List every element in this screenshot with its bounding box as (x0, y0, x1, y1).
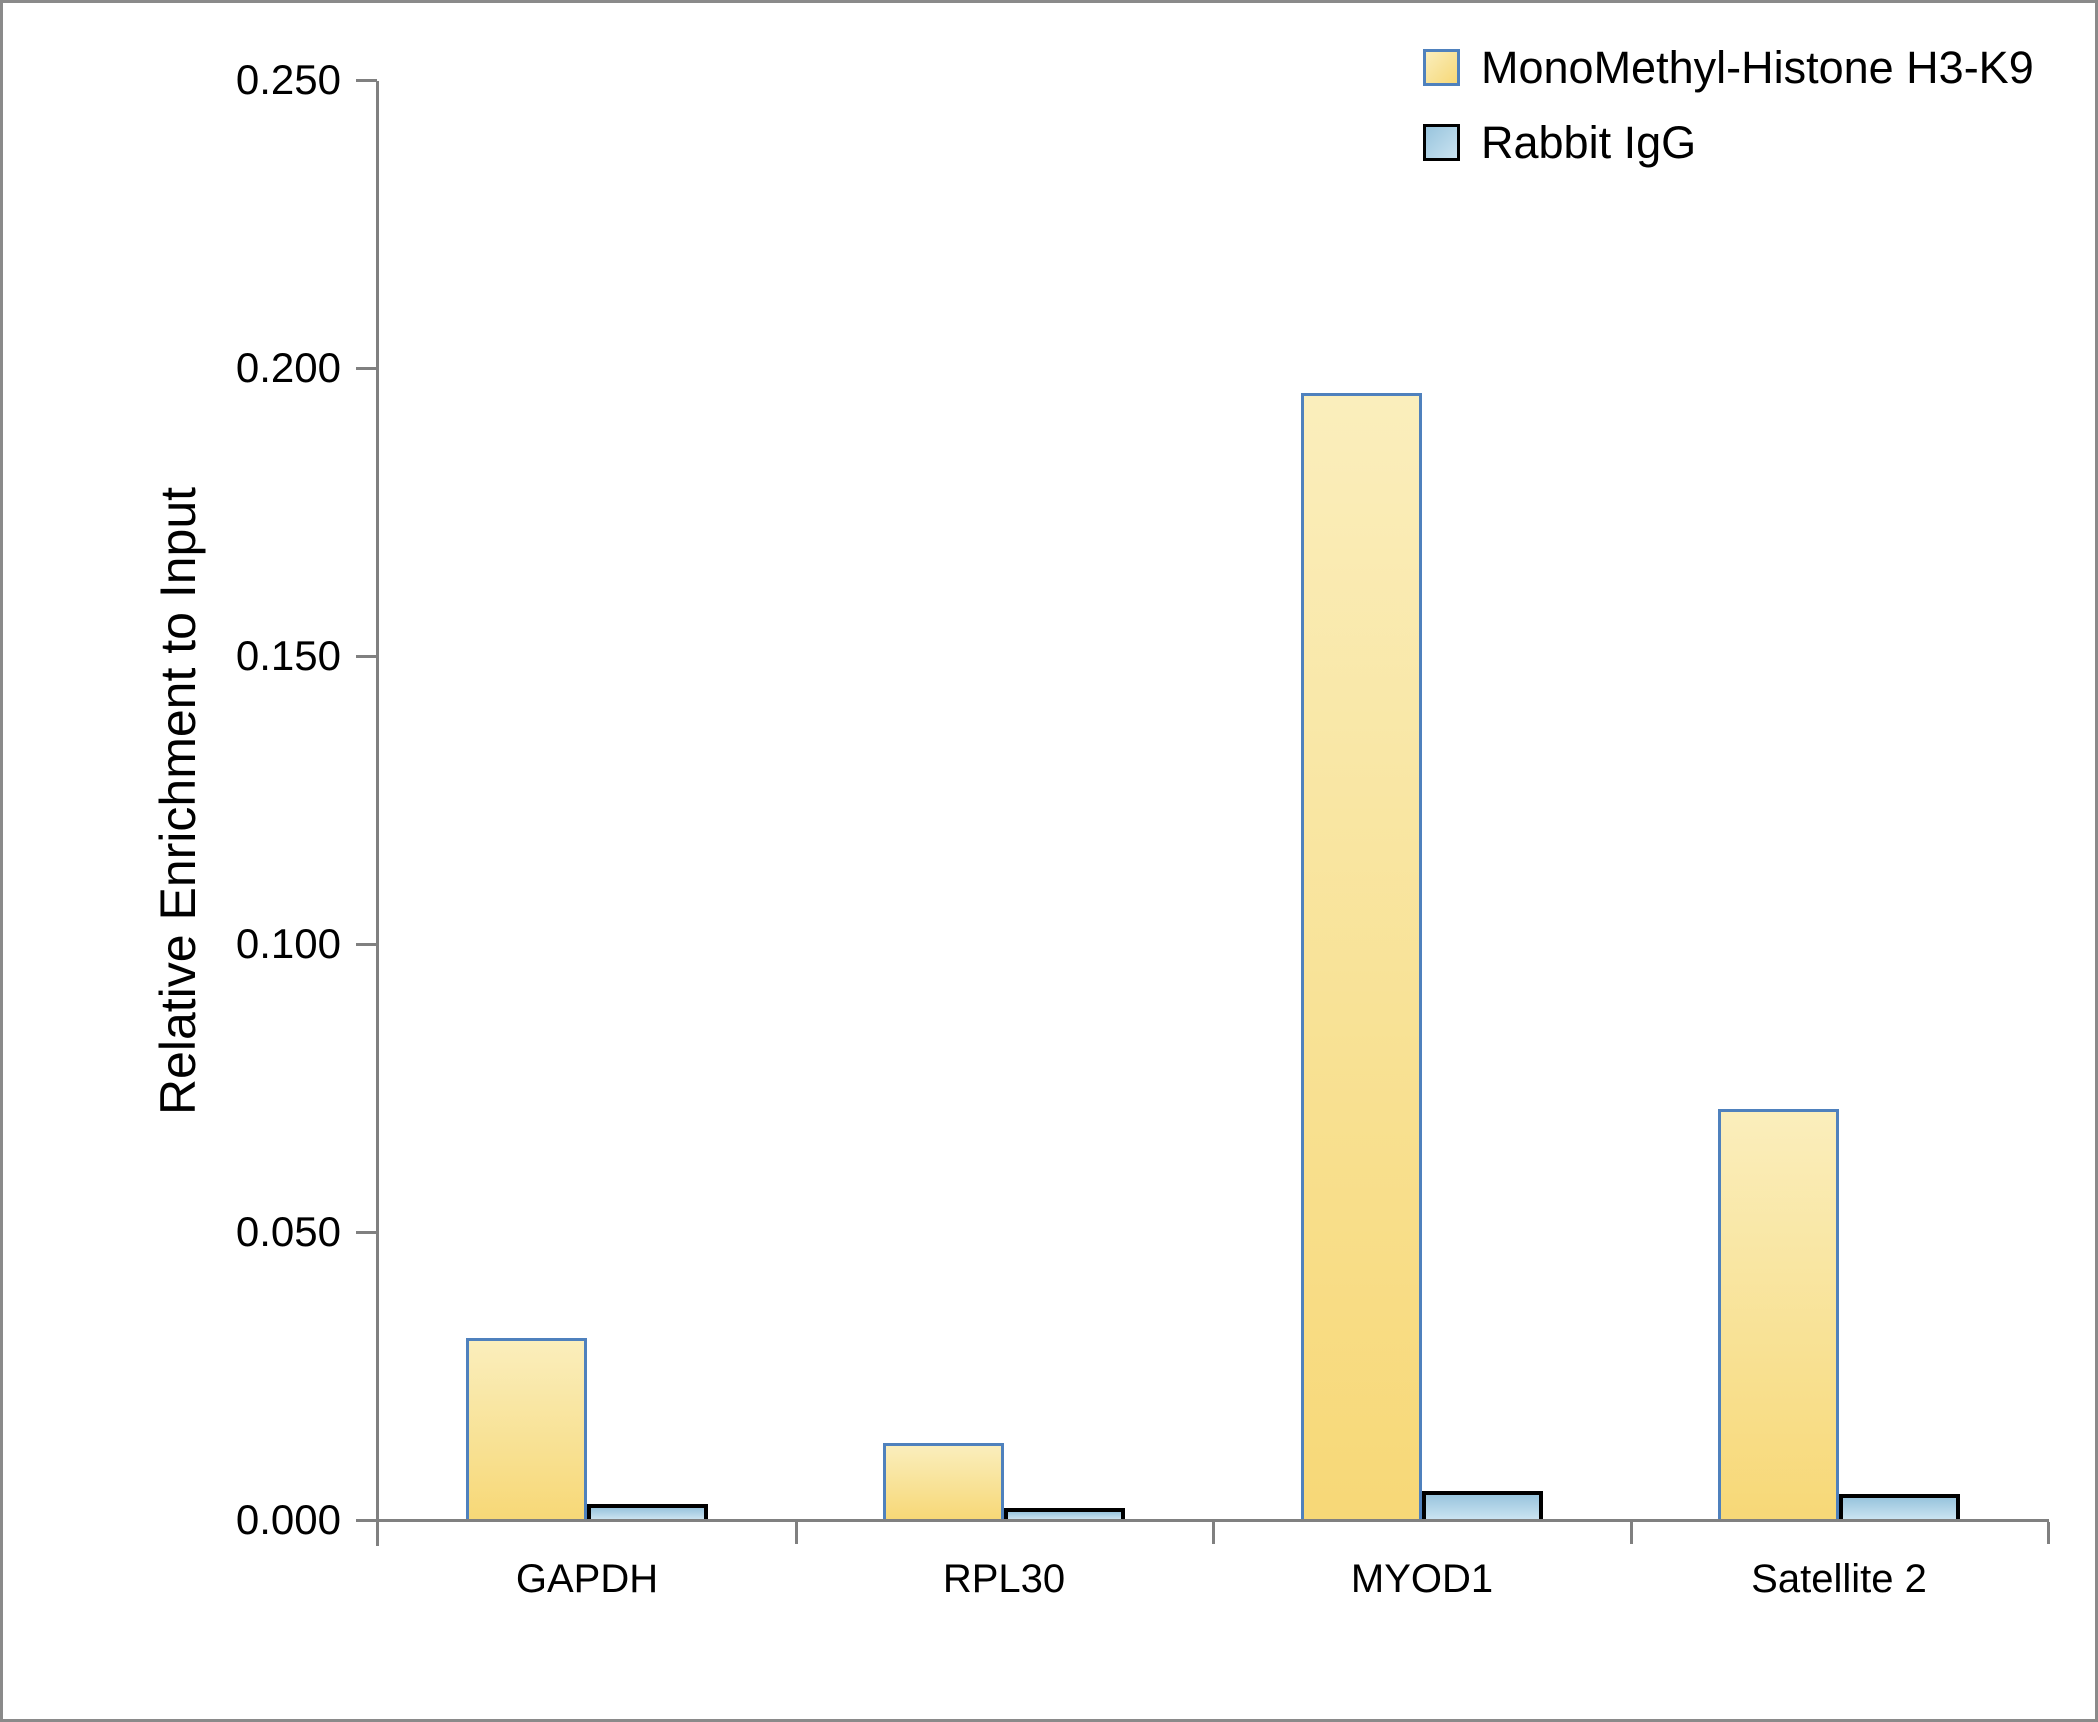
y-axis-title: Relative Enrichment to Input (150, 486, 206, 1116)
bar-rabbit-igg-myod1 (1422, 1491, 1543, 1519)
bar-rabbit-igg-gapdh (587, 1504, 708, 1519)
y-tick-label-0.150: 0.150 (235, 632, 341, 679)
x-axis-line (376, 1519, 2049, 1522)
bar-monomethyl-histone-h3-k9-rpl30 (883, 1443, 1004, 1519)
x-tick-1 (795, 1522, 798, 1544)
legend-item-rabbit-igg: Rabbit IgG (1423, 120, 1696, 165)
bar-monomethyl-histone-h3-k9-myod1 (1301, 393, 1422, 1519)
legend-swatch-rabbit-igg (1423, 124, 1460, 161)
y-tick-label-0.050: 0.050 (235, 1208, 341, 1255)
x-category-label-satellite-2: Satellite 2 (1751, 1557, 1927, 1601)
y-tick-0.100 (356, 943, 377, 946)
bar-rabbit-igg-satellite-2 (1839, 1494, 1960, 1519)
x-category-label-myod1: MYOD1 (1350, 1557, 1494, 1601)
y-tick-label-0.100: 0.100 (235, 920, 341, 967)
x-tick-4 (2047, 1522, 2050, 1544)
y-tick-0.050 (356, 1231, 377, 1234)
x-category-label-rpl30: RPL30 (942, 1557, 1066, 1601)
x-category-label-gapdh: GAPDH (515, 1557, 659, 1601)
y-tick-0.250 (356, 79, 377, 82)
bar-rabbit-igg-rpl30 (1004, 1508, 1125, 1519)
bar-monomethyl-histone-h3-k9-gapdh (466, 1338, 587, 1519)
legend-item-monomethyl-histone-h3-k9: MonoMethyl-Histone H3-K9 (1423, 45, 2034, 90)
legend-label-monomethyl-histone-h3-k9: MonoMethyl-Histone H3-K9 (1481, 42, 2034, 93)
y-tick-0.200 (356, 367, 377, 370)
y-tick-label-0.200: 0.200 (235, 344, 341, 391)
y-axis-line (376, 81, 379, 1546)
y-tick-0.000 (356, 1519, 377, 1522)
legend-label-rabbit-igg: Rabbit IgG (1481, 117, 1697, 168)
y-tick-label-0.250: 0.250 (235, 56, 341, 103)
x-tick-3 (1630, 1522, 1633, 1544)
y-tick-0.150 (356, 655, 377, 658)
y-tick-label-0.000: 0.000 (235, 1496, 341, 1543)
legend-swatch-monomethyl-histone-h3-k9 (1423, 49, 1460, 86)
bar-monomethyl-histone-h3-k9-satellite-2 (1718, 1109, 1839, 1519)
x-tick-2 (1212, 1522, 1215, 1544)
